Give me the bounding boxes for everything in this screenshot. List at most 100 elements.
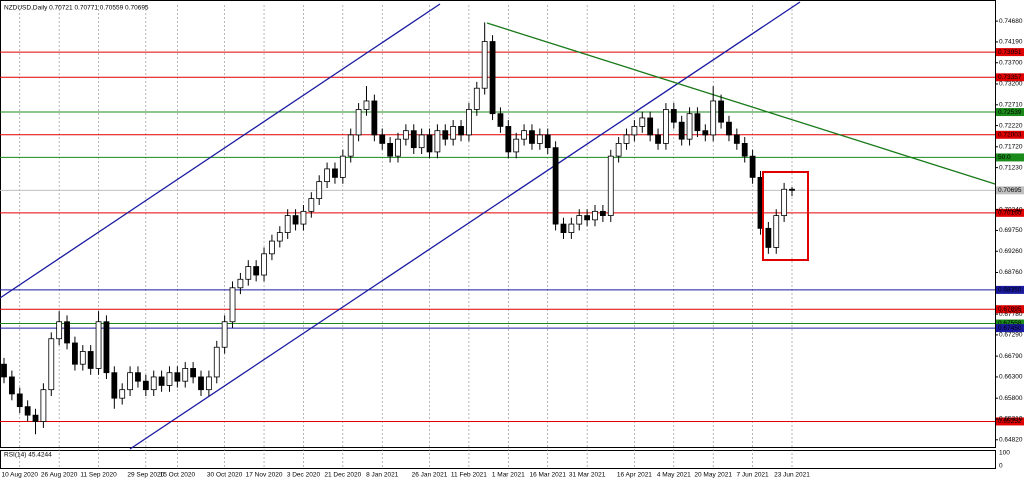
candle-body bbox=[568, 223, 575, 233]
y-tick-label: 0.69260 bbox=[999, 248, 1023, 255]
y-tick-label: 0.72220 bbox=[999, 122, 1023, 129]
level-box bbox=[996, 305, 1024, 314]
y-tick-label: 0.72710 bbox=[999, 101, 1023, 108]
candle-body bbox=[135, 372, 141, 382]
x-tick-label: 30 Oct 2020 bbox=[207, 472, 243, 479]
candle-body bbox=[87, 351, 94, 369]
candle-body bbox=[395, 138, 401, 157]
indicator-tick-label: 100 bbox=[999, 450, 1010, 457]
candle-body bbox=[726, 121, 732, 136]
candle-body bbox=[536, 134, 543, 144]
candle-body bbox=[103, 321, 110, 374]
y-tick-label: 0.65310 bbox=[999, 416, 1023, 423]
candle-body bbox=[402, 130, 409, 140]
level-box bbox=[996, 48, 1024, 57]
indicator-tick-label: 0 bbox=[999, 463, 1003, 470]
level-box bbox=[996, 319, 1024, 328]
candle-body bbox=[497, 113, 504, 127]
candle-body bbox=[552, 147, 559, 225]
x-tick-label: 10 Aug 2020 bbox=[2, 472, 39, 479]
level-box bbox=[996, 285, 1024, 294]
x-tick-label: 26 Jan 2021 bbox=[412, 472, 448, 479]
candle-body bbox=[678, 121, 685, 140]
level-label: 0.65252 bbox=[998, 418, 1022, 425]
candle-body bbox=[142, 380, 149, 391]
candle-body bbox=[316, 181, 323, 200]
candle-body bbox=[253, 266, 260, 276]
candle-body bbox=[647, 117, 654, 136]
trend-channel-upper bbox=[0, 3, 441, 299]
candle-body bbox=[789, 188, 795, 191]
level-label: 0.68350 bbox=[998, 287, 1022, 294]
highlight-box bbox=[762, 171, 809, 261]
candle-body bbox=[631, 126, 638, 136]
candle-body bbox=[24, 406, 31, 416]
candle-body bbox=[623, 134, 630, 144]
trend-channel-lower bbox=[129, 1, 801, 450]
candle-body bbox=[1, 363, 7, 378]
level-label: 0.67450 bbox=[998, 325, 1022, 332]
candle-body bbox=[355, 109, 362, 136]
candle-body bbox=[592, 210, 598, 221]
level-box bbox=[996, 130, 1024, 139]
candle-body bbox=[79, 351, 86, 365]
candle-body bbox=[670, 109, 677, 123]
resistance-trendline bbox=[486, 22, 996, 185]
level-box bbox=[996, 417, 1024, 426]
candle-body bbox=[749, 155, 756, 178]
candle-body bbox=[308, 198, 315, 212]
candle-body bbox=[324, 168, 330, 183]
candle-body bbox=[371, 100, 378, 136]
level-label: 50.0 bbox=[998, 154, 1011, 161]
level-box bbox=[996, 153, 1024, 162]
candle-body bbox=[40, 389, 47, 422]
candle-body bbox=[694, 113, 701, 132]
candle-body bbox=[489, 41, 496, 115]
candle-body bbox=[741, 143, 748, 157]
y-tick-label: 0.66300 bbox=[999, 374, 1023, 381]
candle-body bbox=[663, 109, 669, 144]
level-label: 0.70695 bbox=[998, 187, 1022, 194]
candle-body bbox=[221, 321, 228, 348]
y-tick-label: 0.64820 bbox=[999, 437, 1023, 444]
candle-body bbox=[458, 126, 464, 136]
candle-body bbox=[95, 321, 102, 369]
axis: 0.74680 0.74190 0.73700 0.73200 0.72710 0.722… bbox=[2, 18, 1023, 479]
candle-body bbox=[347, 134, 354, 157]
level-label: 0.73951 bbox=[998, 49, 1022, 56]
candle-body bbox=[544, 134, 551, 149]
candle-body bbox=[32, 414, 39, 422]
candle-body bbox=[8, 376, 15, 395]
y-tick-label: 0.67780 bbox=[999, 311, 1023, 318]
level-box bbox=[996, 186, 1024, 195]
candle-body bbox=[111, 372, 118, 399]
candle-body bbox=[72, 342, 78, 365]
x-tick-label: 31 Mar 2021 bbox=[569, 472, 606, 479]
level-label: 0.67895 bbox=[998, 306, 1022, 313]
candle-body bbox=[229, 287, 236, 323]
candle-body bbox=[213, 346, 220, 378]
plot-frame bbox=[0, 0, 996, 448]
candle-body bbox=[521, 130, 527, 140]
y-tick-label: 0.65800 bbox=[999, 395, 1023, 402]
x-tick-label: 8 Jan 2021 bbox=[366, 472, 399, 479]
candle-body bbox=[781, 188, 788, 216]
grid bbox=[19, 5, 793, 468]
candle-body bbox=[639, 117, 646, 127]
candle-body bbox=[773, 215, 780, 248]
candle-body bbox=[363, 100, 370, 110]
x-tick-label: 20 May 2021 bbox=[694, 472, 732, 479]
y-tick-label: 0.68760 bbox=[999, 269, 1023, 276]
candle-body bbox=[426, 134, 433, 153]
x-tick-label: 26 Aug 2020 bbox=[41, 472, 78, 479]
candle-body bbox=[150, 376, 157, 391]
candle-body bbox=[237, 278, 244, 289]
candle-body bbox=[387, 143, 394, 157]
candle-body bbox=[513, 138, 520, 153]
candle-body bbox=[686, 113, 693, 140]
x-tick-label: 7 Jun 2021 bbox=[737, 472, 770, 479]
levels: 0.73951 0.73357 0.72539 0.72003 50.0 0.70695 0… bbox=[0, 48, 1024, 426]
x-tick-label: 4 May 2021 bbox=[657, 472, 691, 479]
candle-body bbox=[174, 372, 181, 382]
